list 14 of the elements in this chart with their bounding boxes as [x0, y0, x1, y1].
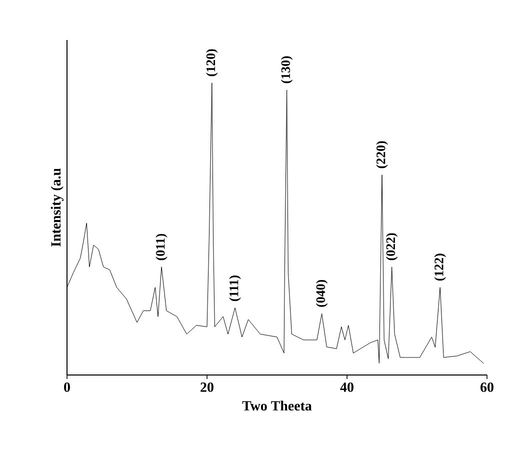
- annotation: (111): [229, 276, 241, 302]
- x-tick-label: 0: [64, 382, 70, 392]
- x-tick-label: 20: [200, 382, 214, 392]
- x-tick-label: 60: [480, 382, 494, 392]
- x-axis-title: Two Theeta: [242, 400, 312, 411]
- x-tick-label: 40: [340, 382, 354, 392]
- annotation: (011): [156, 234, 168, 260]
- annotation: (130): [280, 56, 293, 84]
- annotation: (040): [316, 280, 328, 307]
- annotation: (022): [386, 233, 398, 260]
- annotation: (120): [206, 49, 218, 76]
- annotation: (220): [376, 141, 388, 168]
- annotation: (122): [434, 254, 446, 281]
- y-axis-title: Intensity (a.u: [50, 168, 64, 247]
